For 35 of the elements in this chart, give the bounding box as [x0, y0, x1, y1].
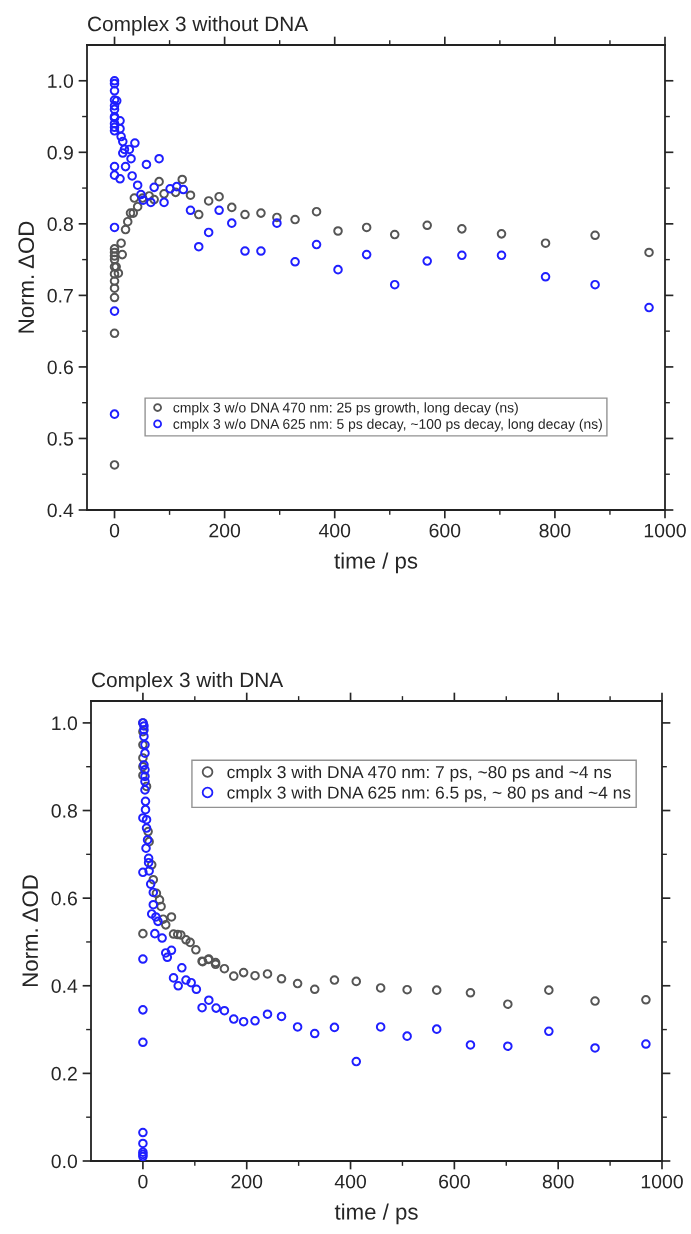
x-axis-title: time / ps	[334, 1203, 418, 1225]
y-tick-label: 0.4	[47, 503, 74, 518]
x-tick-label: 0	[138, 1174, 148, 1189]
y-tick-label: 0.8	[51, 803, 77, 818]
y-tick-label: 0.2	[51, 1066, 77, 1081]
x-tick-label: 1000	[641, 1174, 683, 1189]
legend-label: cmplx 3 with DNA 625 nm: 6.5 ps, ~ 80 ps and ~4 ns	[227, 786, 631, 803]
chart-title: Complex 3 with DNA	[92, 672, 284, 692]
x-tick-label: 0	[109, 523, 120, 538]
x-tick-label: 800	[539, 523, 571, 538]
y-tick-label: 0.7	[47, 288, 73, 303]
x-tick-label: 400	[318, 523, 351, 538]
x-tick-label: 800	[542, 1174, 574, 1189]
y-tick-label: 0.8	[47, 217, 73, 232]
legend-label: cmplx 3 w/o DNA 470 nm: 25 ps growth, long decay (ns)	[173, 402, 518, 416]
x-tick-label: 600	[439, 1174, 470, 1189]
x-tick-label: 1000	[644, 523, 686, 538]
y-tick-label: 0.4	[51, 979, 78, 993]
y-tick-label: 0.5	[47, 431, 73, 446]
x-axis-title: time / ps	[334, 552, 418, 574]
y-axis-title: Norm. ΔOD	[22, 875, 39, 986]
x-tick-label: 400	[334, 1174, 367, 1189]
legend-label: cmplx 3 with DNA 470 nm: 7 ps, ~80 ps and ~4 ns	[227, 765, 612, 782]
x-tick-label: 200	[231, 1174, 263, 1189]
y-tick-label: 1.0	[48, 74, 74, 89]
y-tick-label: 1.0	[52, 716, 78, 731]
x-tick-label: 200	[209, 523, 241, 538]
x-tick-label: 600	[429, 523, 461, 538]
y-axis-title: Norm. ΔOD	[18, 221, 35, 333]
chart-title: Complex 3 without DNA	[88, 16, 309, 36]
y-tick-label: 0.6	[47, 360, 73, 375]
y-tick-label: 0.6	[51, 891, 77, 906]
y-tick-label: 0.0	[51, 1154, 78, 1169]
legend-label: cmplx 3 w/o DNA 625 nm: 5 ps decay, ~100 ps decay, long decay (ns)	[173, 418, 602, 432]
y-tick-label: 0.9	[47, 145, 73, 160]
